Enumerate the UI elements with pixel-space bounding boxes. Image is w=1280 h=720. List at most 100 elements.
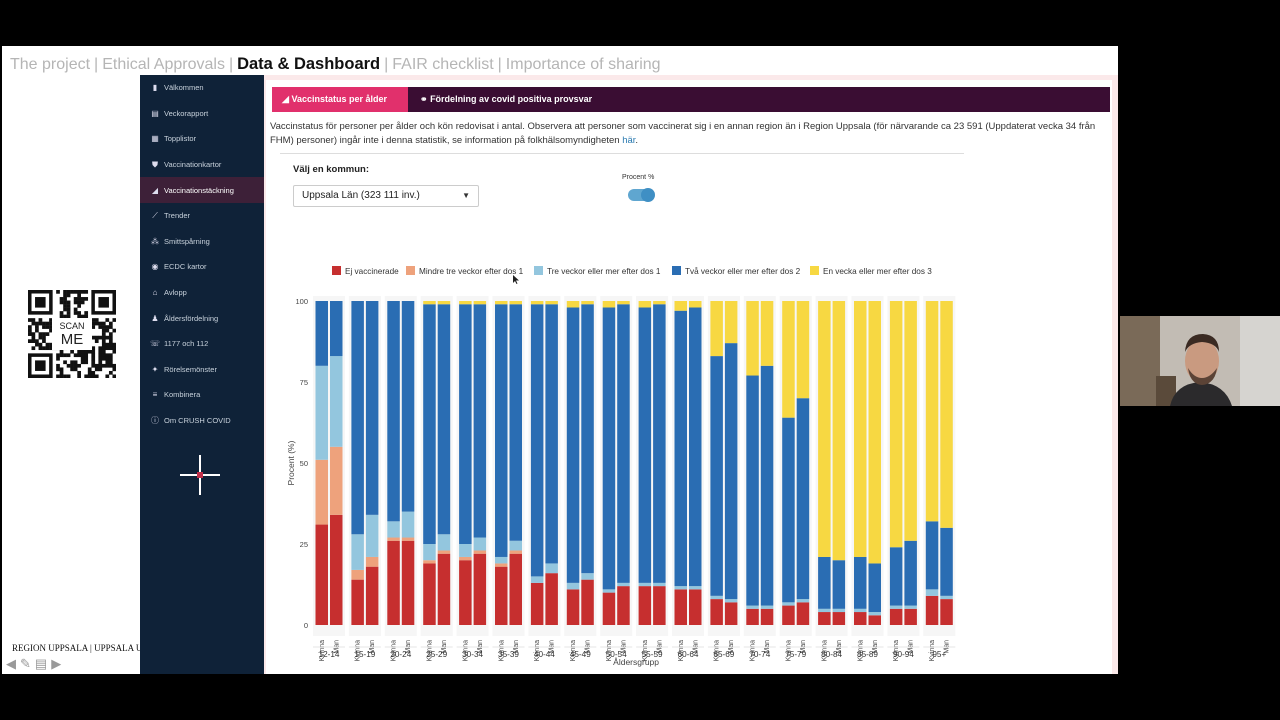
bar-segment bbox=[330, 446, 343, 515]
bar-segment bbox=[495, 301, 508, 305]
pen-icon[interactable]: ✎ bbox=[20, 656, 31, 671]
bar-segment bbox=[940, 527, 953, 596]
bar-segment bbox=[710, 301, 723, 357]
legend-label: Två veckor eller mer efter dos 2 bbox=[685, 266, 801, 276]
tab-fordelning[interactable]: ⚭ Fördelning av covid positiva provsvar bbox=[410, 87, 670, 112]
sidebar-item-8[interactable]: ⌂ Avlopp bbox=[140, 280, 264, 306]
webcam-feed bbox=[1120, 316, 1280, 406]
sidebar-item-6[interactable]: ⁂ Smittspårning bbox=[140, 229, 264, 255]
sex-tick-label: Kvinna bbox=[857, 640, 864, 662]
tab-bar: ◢ Vaccinstatus per ålder ⚭ Fördelning av… bbox=[272, 87, 1110, 112]
nav-item-ethical[interactable]: Ethical Approvals bbox=[102, 56, 225, 73]
bar-segment bbox=[724, 343, 738, 600]
bar-segment bbox=[401, 511, 415, 538]
age-group-label: 70-74 bbox=[749, 650, 770, 659]
age-group-label: 95+ bbox=[932, 650, 946, 659]
bar-segment bbox=[617, 586, 630, 625]
prev-arrow-icon[interactable]: ◀ bbox=[6, 656, 16, 671]
bar-segment bbox=[818, 301, 831, 557]
kommun-selected-value: Uppsala Län (323 111 inv.) bbox=[302, 190, 420, 201]
bar-segment bbox=[868, 612, 881, 616]
bar-segment bbox=[330, 514, 343, 625]
legend-swatch bbox=[810, 266, 819, 275]
bar-segment bbox=[796, 599, 810, 603]
kommun-select[interactable]: Uppsala Län (323 111 inv.) ▼ bbox=[293, 185, 479, 207]
bar-segment bbox=[782, 301, 795, 418]
bar-segment bbox=[581, 304, 594, 574]
bar-segment bbox=[689, 589, 702, 625]
sidebar-item-11[interactable]: ✦ Rörelsemönster bbox=[140, 357, 264, 383]
nav-item-dashboard[interactable]: Data & Dashboard bbox=[237, 55, 381, 73]
sex-tick-label: Kvinna bbox=[893, 640, 900, 662]
age-group-label: 60-64 bbox=[678, 650, 699, 659]
y-tick-label: 50 bbox=[300, 459, 308, 468]
sidebar-item-5[interactable]: ⟋ Trender bbox=[140, 203, 264, 229]
sidebar-item-label: 1177 och 112 bbox=[164, 339, 209, 349]
bar-segment bbox=[509, 304, 522, 541]
sex-tick-label: Kvinna bbox=[821, 640, 828, 662]
tab-vaccinstatus[interactable]: ◢ Vaccinstatus per ålder bbox=[272, 87, 408, 112]
sidebar-item-9[interactable]: ♟ Åldersfördelning bbox=[140, 305, 264, 331]
sidebar-item-7[interactable]: ◉ ECDC kartor bbox=[140, 254, 264, 280]
sidebar-item-0[interactable]: ▮ Välkommen bbox=[140, 75, 264, 101]
bar-segment bbox=[423, 560, 436, 564]
nav-item-sharing[interactable]: Importance of sharing bbox=[505, 56, 661, 73]
bar-segment bbox=[365, 514, 379, 557]
table-icon: ▦ bbox=[151, 134, 159, 144]
walking-icon: ✦ bbox=[151, 364, 159, 374]
bar-segment bbox=[530, 301, 544, 305]
bar-segment bbox=[351, 301, 364, 535]
top-navigation: The project | Ethical Approvals | Data & Das… bbox=[10, 55, 661, 73]
bar-segment bbox=[545, 563, 558, 574]
sidebar-item-label: Trender bbox=[164, 211, 190, 221]
sidebar-item-4[interactable]: ◢ Vaccinationstäckning bbox=[140, 177, 264, 203]
bar-segment bbox=[832, 612, 846, 625]
bar-segment bbox=[530, 582, 544, 625]
next-arrow-icon[interactable]: ▶ bbox=[51, 656, 62, 671]
bar-segment bbox=[760, 365, 774, 606]
procent-toggle[interactable] bbox=[628, 188, 655, 202]
chart-svg: Ej vaccinerade Mindre tre veckor efter do… bbox=[286, 266, 956, 667]
sidebar-item-3[interactable]: ⛊ Vaccinationkartor bbox=[140, 152, 264, 178]
folkhalsomyndigheten-link[interactable]: här bbox=[622, 135, 636, 146]
bar-segment bbox=[782, 417, 795, 603]
sidebar-item-10[interactable]: ☏ 1177 och 112 bbox=[140, 331, 264, 357]
x-axis-label: Åldersgrupp bbox=[613, 657, 659, 667]
sidebar-item-label: Vaccinationkartor bbox=[164, 160, 222, 170]
bar-segment bbox=[724, 599, 738, 603]
menu-icon[interactable]: ▤ bbox=[34, 656, 48, 671]
legend-label: Ej vaccinerade bbox=[345, 267, 399, 276]
bar-segment bbox=[832, 560, 846, 609]
age-group-label: 75-79 bbox=[785, 650, 806, 659]
bar-segment bbox=[818, 608, 831, 613]
sidebar-item-2[interactable]: ▦ Topplistor bbox=[140, 126, 264, 152]
bar-segment bbox=[459, 304, 472, 544]
sidebar-item-13[interactable]: ⓘ Om CRUSH COVID bbox=[140, 408, 264, 434]
bar-segment bbox=[387, 521, 400, 538]
bar-segment bbox=[868, 563, 881, 613]
dashboard-main: ◢ Vaccinstatus per ålder ⚭ Fördelning av… bbox=[266, 80, 1112, 674]
age-group-label: 45-49 bbox=[570, 650, 591, 659]
toggle-knob bbox=[641, 188, 655, 202]
nav-item-project[interactable]: The project bbox=[10, 56, 91, 73]
network-icon: ⁂ bbox=[151, 236, 159, 246]
bar-segment bbox=[473, 537, 487, 551]
bar-segment bbox=[581, 301, 594, 305]
y-tick-label: 75 bbox=[300, 378, 308, 387]
sidebar-item-12[interactable]: ≡ Kombinera bbox=[140, 382, 264, 408]
sex-tick-label: Kvinna bbox=[391, 640, 398, 662]
sex-tick-label: Kvinna bbox=[498, 640, 505, 662]
nav-item-fair[interactable]: FAIR checklist bbox=[392, 56, 494, 73]
bar-segment bbox=[832, 301, 846, 561]
sidebar: ▮ Välkommen ▤ Veckorapport ▦ Topplistor ⛊ Vacci… bbox=[140, 75, 264, 674]
bar-segment bbox=[674, 589, 687, 625]
age-group-label: 25-29 bbox=[426, 650, 447, 659]
bar-segment bbox=[868, 615, 881, 625]
bar-segment bbox=[617, 301, 630, 305]
server-icon: ≡ bbox=[152, 390, 158, 400]
bar-segment bbox=[545, 573, 558, 625]
sidebar-item-1[interactable]: ▤ Veckorapport bbox=[140, 101, 264, 127]
phone-icon: ☏ bbox=[150, 339, 161, 349]
bar-segment bbox=[868, 301, 881, 564]
bar-segment bbox=[581, 579, 594, 625]
